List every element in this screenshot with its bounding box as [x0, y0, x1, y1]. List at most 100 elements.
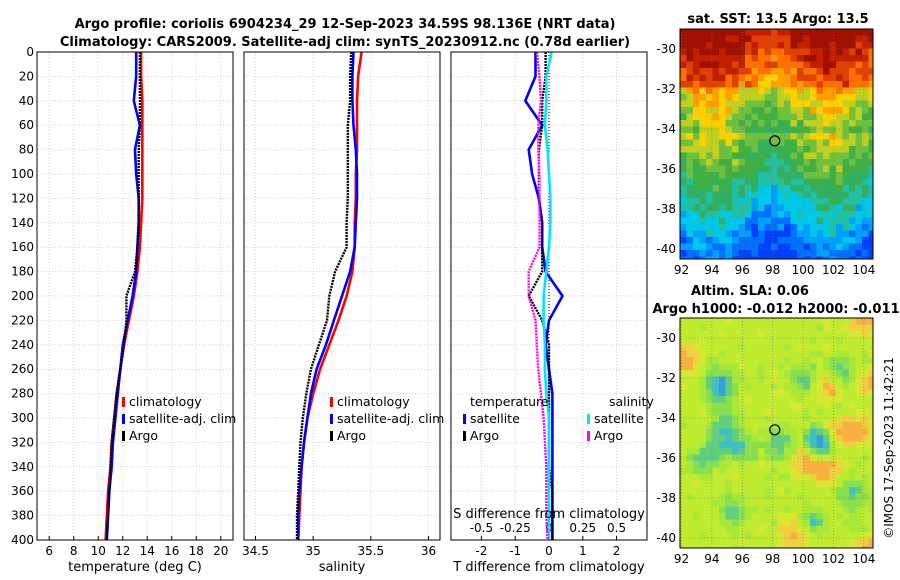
map-cell	[771, 55, 778, 62]
map-cell	[855, 48, 863, 56]
map-cell	[764, 448, 772, 455]
y-tick-label: 280	[11, 387, 34, 401]
map-cell	[719, 389, 726, 397]
map-cell	[823, 113, 830, 121]
map-cell	[699, 243, 707, 251]
map-cell	[699, 74, 707, 82]
map-cell	[680, 474, 687, 481]
map-cell	[725, 545, 733, 548]
map-cell	[745, 35, 752, 43]
map-cell	[764, 513, 772, 520]
map-cell	[732, 415, 739, 423]
map-cell	[738, 526, 746, 533]
map-cell	[790, 415, 798, 423]
map-cell	[803, 172, 811, 179]
map-cell	[803, 422, 811, 429]
map-cell	[829, 532, 837, 540]
map-cell	[829, 402, 837, 410]
map-cell	[732, 513, 739, 520]
map-cell	[738, 539, 746, 546]
map-cell	[699, 409, 707, 416]
map-cell	[868, 35, 873, 43]
map-cell	[712, 370, 720, 377]
map-cell	[784, 74, 791, 82]
map-cell	[738, 68, 746, 75]
map-cell	[797, 204, 804, 212]
map-cell	[849, 506, 856, 514]
map-cell	[810, 344, 817, 351]
map-cell	[855, 191, 863, 199]
map-cell	[862, 204, 869, 212]
map-cell	[680, 519, 687, 527]
map-cell	[771, 324, 778, 332]
map-cell	[816, 191, 824, 199]
map-cell	[836, 107, 843, 114]
map-cell	[738, 474, 746, 481]
legend-label: satellite-adj. clim	[337, 411, 444, 426]
map-cell	[686, 389, 694, 397]
map-cell	[764, 139, 772, 147]
map-cell	[784, 191, 791, 199]
map-cell	[712, 159, 720, 166]
map-cell	[680, 250, 687, 257]
map-cell	[868, 159, 873, 166]
map-lon-tick: 92	[674, 552, 689, 566]
map-cell	[732, 545, 739, 548]
map-cell	[784, 42, 791, 49]
map-cell	[686, 370, 694, 377]
map-cell	[777, 532, 785, 540]
map-cell	[680, 68, 687, 75]
map-cell	[751, 146, 759, 153]
map-cell	[725, 81, 733, 88]
map-cell	[738, 435, 746, 442]
map-cell	[725, 237, 733, 244]
map-cell	[693, 224, 700, 231]
map-cell	[797, 493, 804, 501]
map-cell	[823, 230, 830, 238]
map-cell	[784, 81, 791, 88]
map-cell	[823, 402, 830, 410]
map-cell	[823, 185, 830, 192]
map-cell	[855, 224, 863, 231]
map-cell	[699, 402, 707, 410]
map-cell	[764, 191, 772, 199]
map-cell	[797, 68, 804, 75]
map-cell	[836, 139, 843, 147]
map-cell	[842, 467, 850, 475]
map-cell	[738, 256, 746, 259]
map-cell	[842, 519, 850, 527]
copyright-stamp: ©IMOS 17-Sep-2023 11:42:21	[882, 357, 896, 539]
map-cell	[829, 126, 837, 134]
map-cell	[732, 318, 739, 325]
map-cell	[751, 250, 759, 257]
map-cell	[868, 532, 873, 540]
map-cell	[816, 461, 824, 468]
map-cell	[758, 506, 765, 514]
map-cell	[868, 350, 873, 358]
map-cell	[836, 68, 843, 75]
map-cell	[836, 500, 843, 507]
map-cell	[829, 146, 837, 153]
map-cell	[699, 87, 707, 95]
map-cell	[719, 415, 726, 423]
map-cell	[784, 493, 791, 501]
map-cell	[693, 133, 700, 140]
map-cell	[816, 87, 824, 95]
map-cell	[706, 506, 713, 514]
map-cell	[680, 500, 687, 507]
map-cell	[693, 363, 700, 371]
map-cell	[797, 237, 804, 244]
map-cell	[810, 435, 817, 442]
map-cell	[764, 467, 772, 475]
map-cell	[706, 113, 713, 121]
map-cell	[764, 480, 772, 488]
map-cell	[868, 435, 873, 442]
map-cell	[777, 165, 785, 173]
map-cell	[719, 461, 726, 468]
map-cell	[732, 185, 739, 192]
map-cell	[855, 230, 863, 238]
map-cell	[862, 331, 869, 338]
map-cell	[862, 55, 869, 62]
map-cell	[712, 415, 720, 423]
map-cell	[797, 389, 804, 397]
